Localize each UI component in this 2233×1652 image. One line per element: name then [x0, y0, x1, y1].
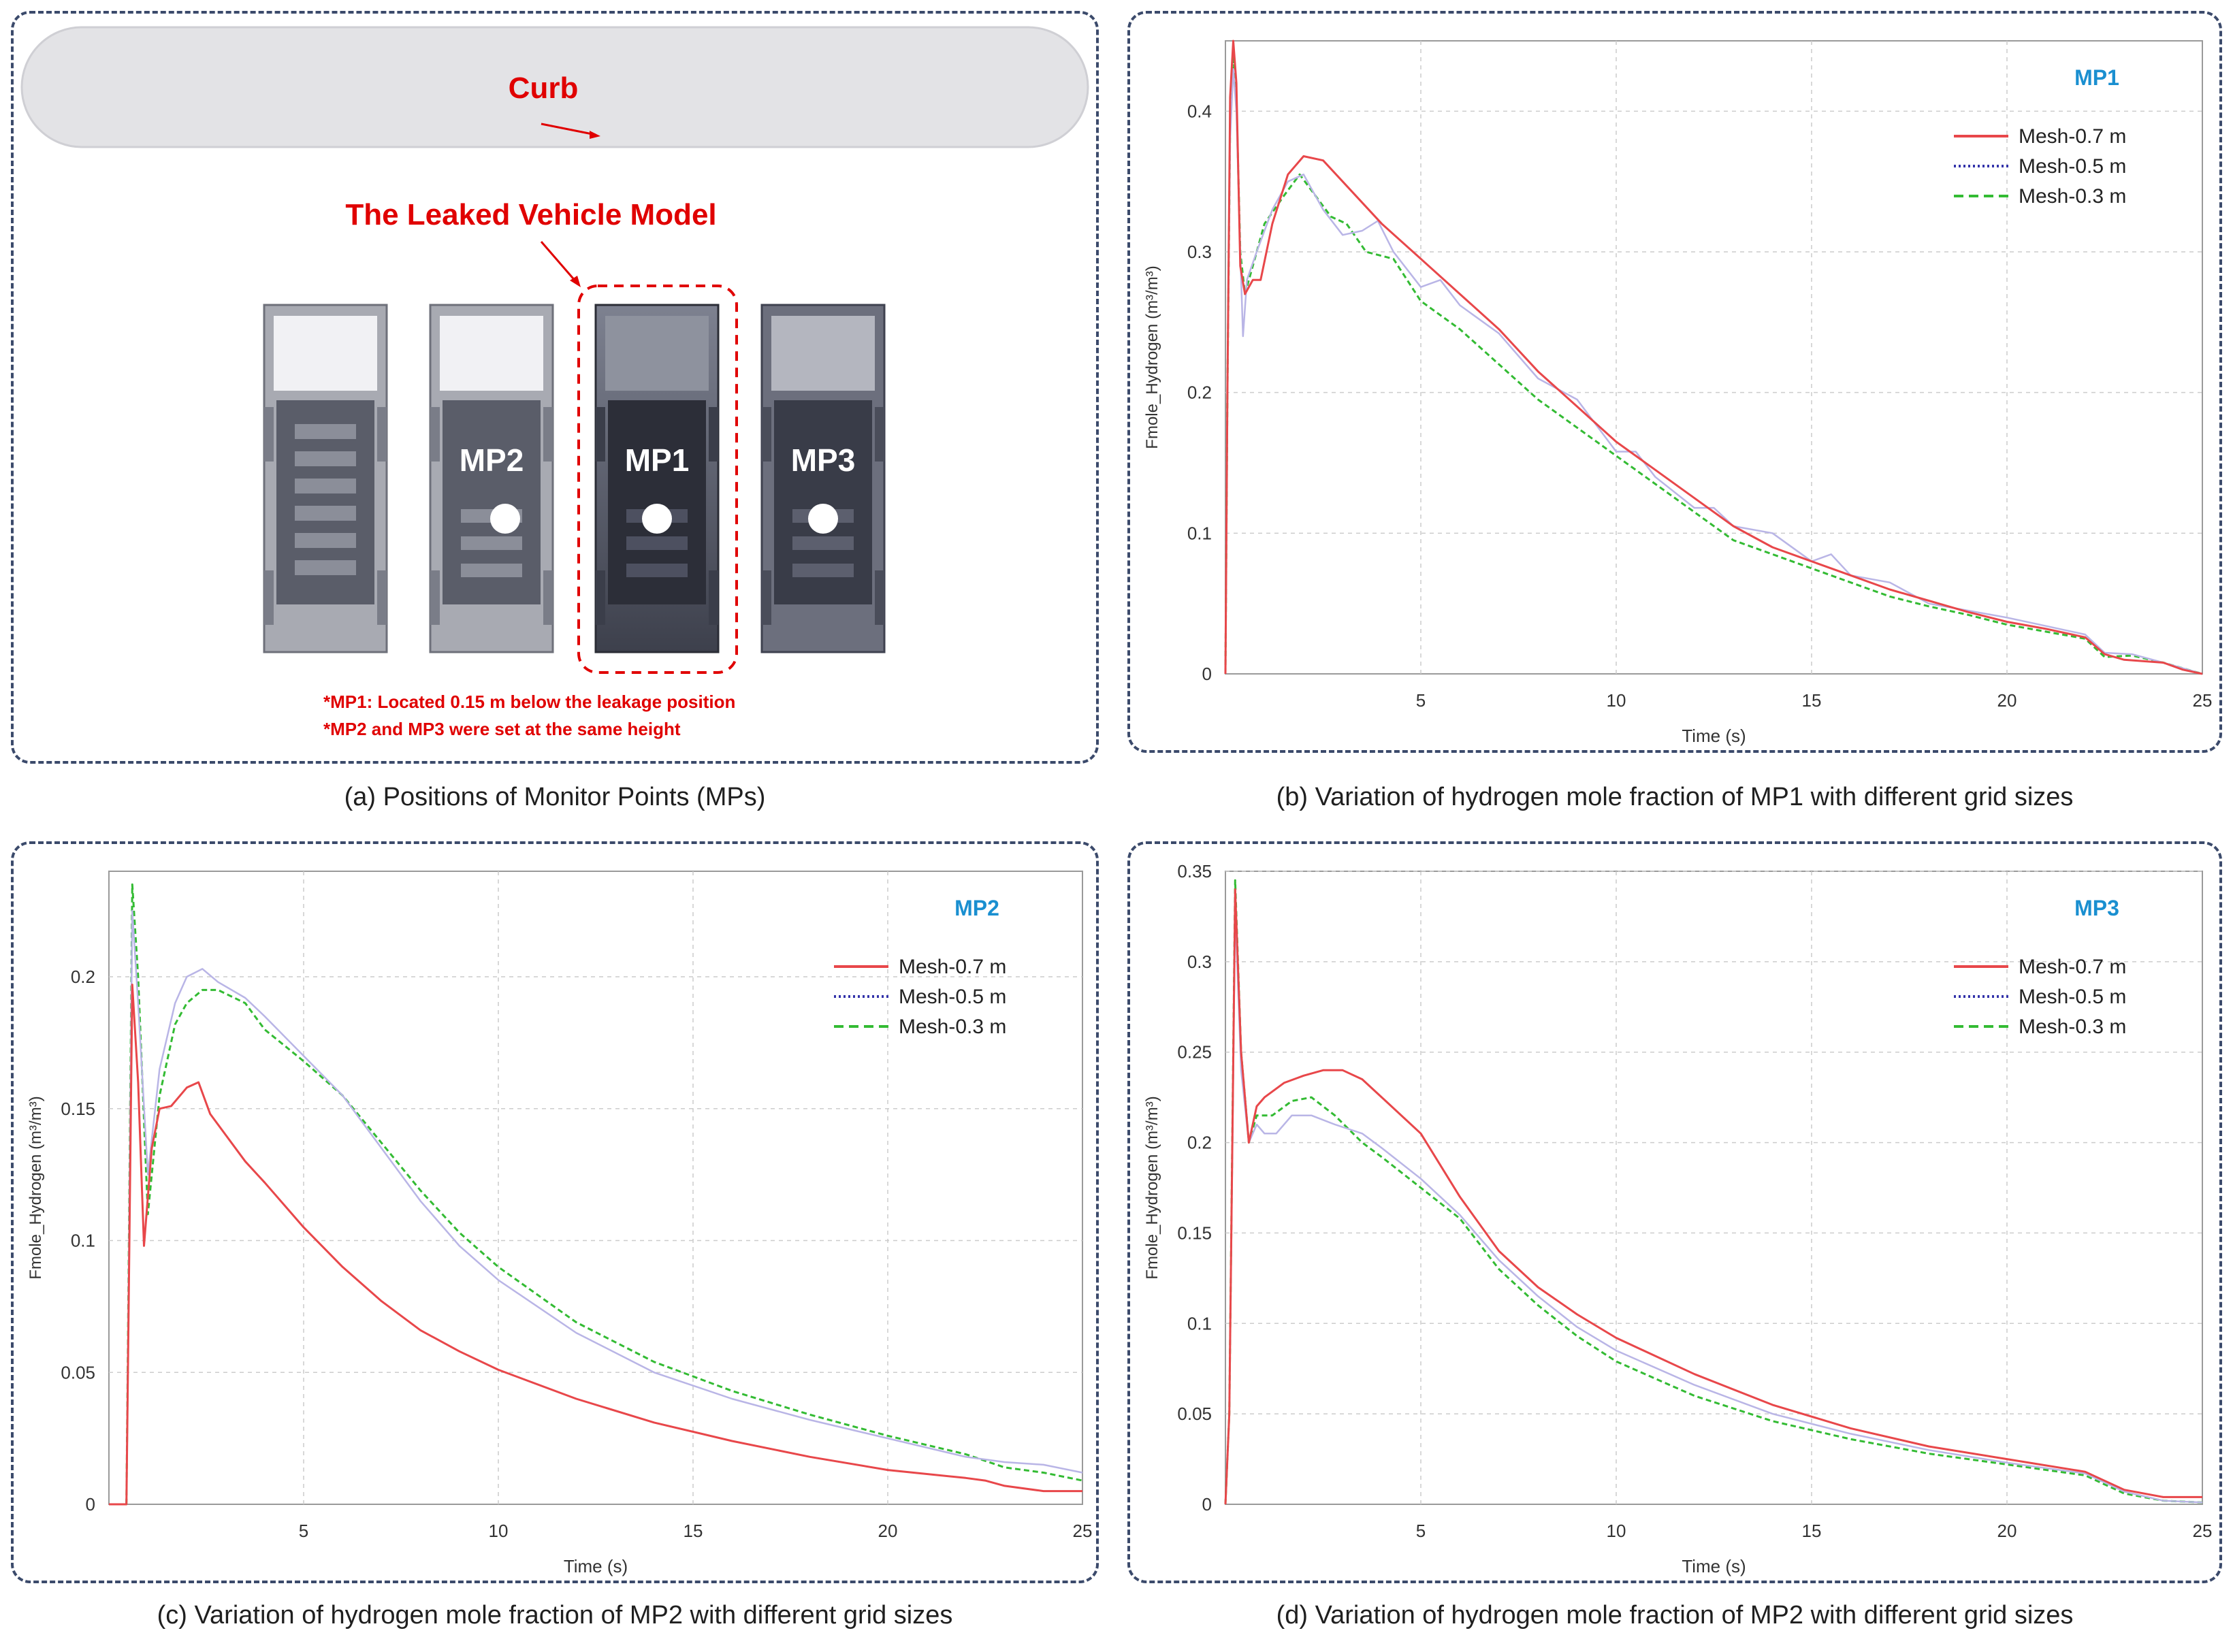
- series-line-mesh-0-7-m: [109, 984, 1082, 1506]
- caption-d: (d) Variation of hydrogen mole fraction …: [1276, 1601, 2074, 1630]
- vehicle-arrow: [540, 241, 578, 283]
- note-mp2-mp3: *MP2 and MP3 were set at the same height: [323, 719, 681, 739]
- y-tick-label: 0: [86, 1494, 95, 1515]
- x-tick-label: 20: [878, 1521, 898, 1541]
- x-tick-label: 20: [1997, 1521, 2017, 1541]
- plot-area: [1225, 40, 2203, 675]
- chart-title: MP3: [2074, 896, 2119, 920]
- y-tick-label: 0.3: [1187, 242, 1212, 262]
- y-axis-label: Fmole_Hydrogen (m³/m³): [27, 1096, 45, 1279]
- chart-title: MP2: [954, 896, 999, 920]
- y-tick-label: 0.1: [1187, 1313, 1212, 1333]
- legend-label: Mesh-0.5 m: [899, 986, 1006, 1008]
- legend-label: Mesh-0.7 m: [2019, 956, 2126, 978]
- curb-shape: [20, 26, 1089, 148]
- y-tick-label: 0.3: [1187, 952, 1212, 972]
- y-tick-label: 0: [1202, 664, 1212, 684]
- x-tick-label: 10: [1607, 1521, 1626, 1541]
- series-line-mesh-0-5-m: [1224, 906, 2203, 1505]
- curb-arrow: [541, 123, 596, 136]
- x-tick-label: 25: [2193, 1521, 2213, 1541]
- y-tick-label: 0.1: [71, 1231, 95, 1251]
- vehicle-4: MP3: [760, 304, 886, 653]
- caption-b: (b) Variation of hydrogen mole fraction …: [1276, 783, 2074, 811]
- vehicle-model-label: The Leaked Vehicle Model: [345, 198, 716, 231]
- legend-label: Mesh-0.7 m: [2019, 125, 2126, 148]
- panel-c-frame: 5 10 15 20 25 0 0.05 0.1 0.15 0.2 Time (s) Fmole_Hy…: [11, 841, 1099, 1583]
- chart-mp3: 5 10 15 20 25 0 0.05 0.1 0.15 0.2 0.25 0.3 0.35 Time …: [1143, 861, 2213, 1576]
- curb-arrowhead: [590, 131, 600, 139]
- x-tick-label: 5: [299, 1521, 308, 1541]
- mp3-marker: [808, 504, 838, 534]
- mp1-marker: [642, 504, 672, 534]
- legend-label: Mesh-0.5 m: [2019, 986, 2126, 1008]
- x-tick-label: 5: [1416, 690, 1426, 711]
- x-tick-label: 10: [489, 1521, 509, 1541]
- x-tick-label: 15: [684, 1521, 703, 1541]
- vehicle-layout-figure: Curb The Leaked Vehicle Model: [20, 26, 1089, 739]
- legend-label: Mesh-0.3 m: [2019, 185, 2126, 208]
- y-tick-label: 0.2: [1187, 1133, 1212, 1153]
- chart-title: MP1: [2074, 65, 2119, 90]
- x-tick-label: 10: [1607, 690, 1626, 711]
- series-line-mesh-0-7-m: [1224, 39, 2203, 675]
- y-tick-label: 0.05: [61, 1362, 95, 1382]
- mp1-label: MP1: [625, 442, 690, 478]
- legend-label: Mesh-0.3 m: [899, 1016, 1006, 1038]
- x-tick-label: 15: [1802, 690, 1822, 711]
- y-tick-label: 0.25: [1177, 1042, 1212, 1063]
- y-axis-label: Fmole_Hydrogen (m³/m³): [1143, 1096, 1161, 1279]
- x-axis-label: Time (s): [1682, 726, 1746, 746]
- x-tick-label: 5: [1416, 1521, 1426, 1541]
- vehicle-2: MP2: [429, 304, 554, 653]
- x-tick-label: 20: [1997, 690, 2017, 711]
- y-tick-label: 0.35: [1177, 861, 1212, 881]
- series-line-mesh-0-7-m: [1224, 888, 2202, 1505]
- mp2-marker: [490, 504, 520, 534]
- y-tick-label: 0: [1202, 1494, 1212, 1515]
- y-tick-label: 0.2: [1187, 383, 1212, 403]
- panel-b-frame: 5 10 15 20 25 0 0.1 0.2 0.3 0.4 Time (s) Fmole_Hydr…: [1127, 11, 2222, 753]
- mp3-label: MP3: [791, 442, 856, 478]
- x-tick-label: 15: [1802, 1521, 1822, 1541]
- caption-a: (a) Positions of Monitor Points (MPs): [344, 783, 766, 811]
- mp2-label: MP2: [460, 442, 524, 478]
- vehicle-arrowhead: [570, 276, 581, 287]
- panel-d-frame: 5 10 15 20 25 0 0.05 0.1 0.15 0.2 0.25 0.3 0.35 Time …: [1127, 841, 2222, 1583]
- plot-area: [1225, 871, 2203, 1505]
- x-axis-label: Time (s): [1682, 1556, 1746, 1576]
- vehicle-3-leaked: MP1: [594, 304, 720, 653]
- caption-c: (c) Variation of hydrogen mole fraction …: [157, 1601, 953, 1630]
- legend-label: Mesh-0.3 m: [2019, 1016, 2126, 1038]
- y-tick-label: 0.1: [1187, 523, 1212, 543]
- y-axis-label: Fmole_Hydrogen (m³/m³): [1143, 265, 1161, 449]
- x-tick-label: 25: [2193, 690, 2213, 711]
- y-tick-label: 0.15: [61, 1099, 95, 1119]
- y-tick-label: 0.2: [71, 967, 95, 987]
- series-line-mesh-0-5-m: [109, 909, 1083, 1506]
- chart-mp2: 5 10 15 20 25 0 0.05 0.1 0.15 0.2 Time (s) Fmole_Hy…: [27, 871, 1093, 1576]
- note-mp1: *MP1: Located 0.15 m below the leakage p…: [323, 692, 735, 712]
- panel-a-frame: Curb The Leaked Vehicle Model: [11, 11, 1099, 764]
- leaked-vehicle-highlight: [577, 285, 738, 674]
- legend-label: Mesh-0.5 m: [2019, 155, 2126, 178]
- curb-label: Curb: [509, 71, 579, 105]
- vehicle-1: [263, 304, 388, 653]
- y-tick-label: 0.05: [1177, 1404, 1212, 1424]
- x-axis-label: Time (s): [564, 1556, 628, 1576]
- y-tick-label: 0.15: [1177, 1222, 1212, 1243]
- y-tick-label: 0.4: [1187, 101, 1212, 121]
- chart-mp1: 5 10 15 20 25 0 0.1 0.2 0.3 0.4 Time (s) Fmole_Hydr…: [1143, 39, 2213, 746]
- x-tick-label: 25: [1073, 1521, 1093, 1541]
- legend-label: Mesh-0.7 m: [899, 956, 1006, 978]
- series-line-mesh-0-5-m: [1224, 68, 2203, 675]
